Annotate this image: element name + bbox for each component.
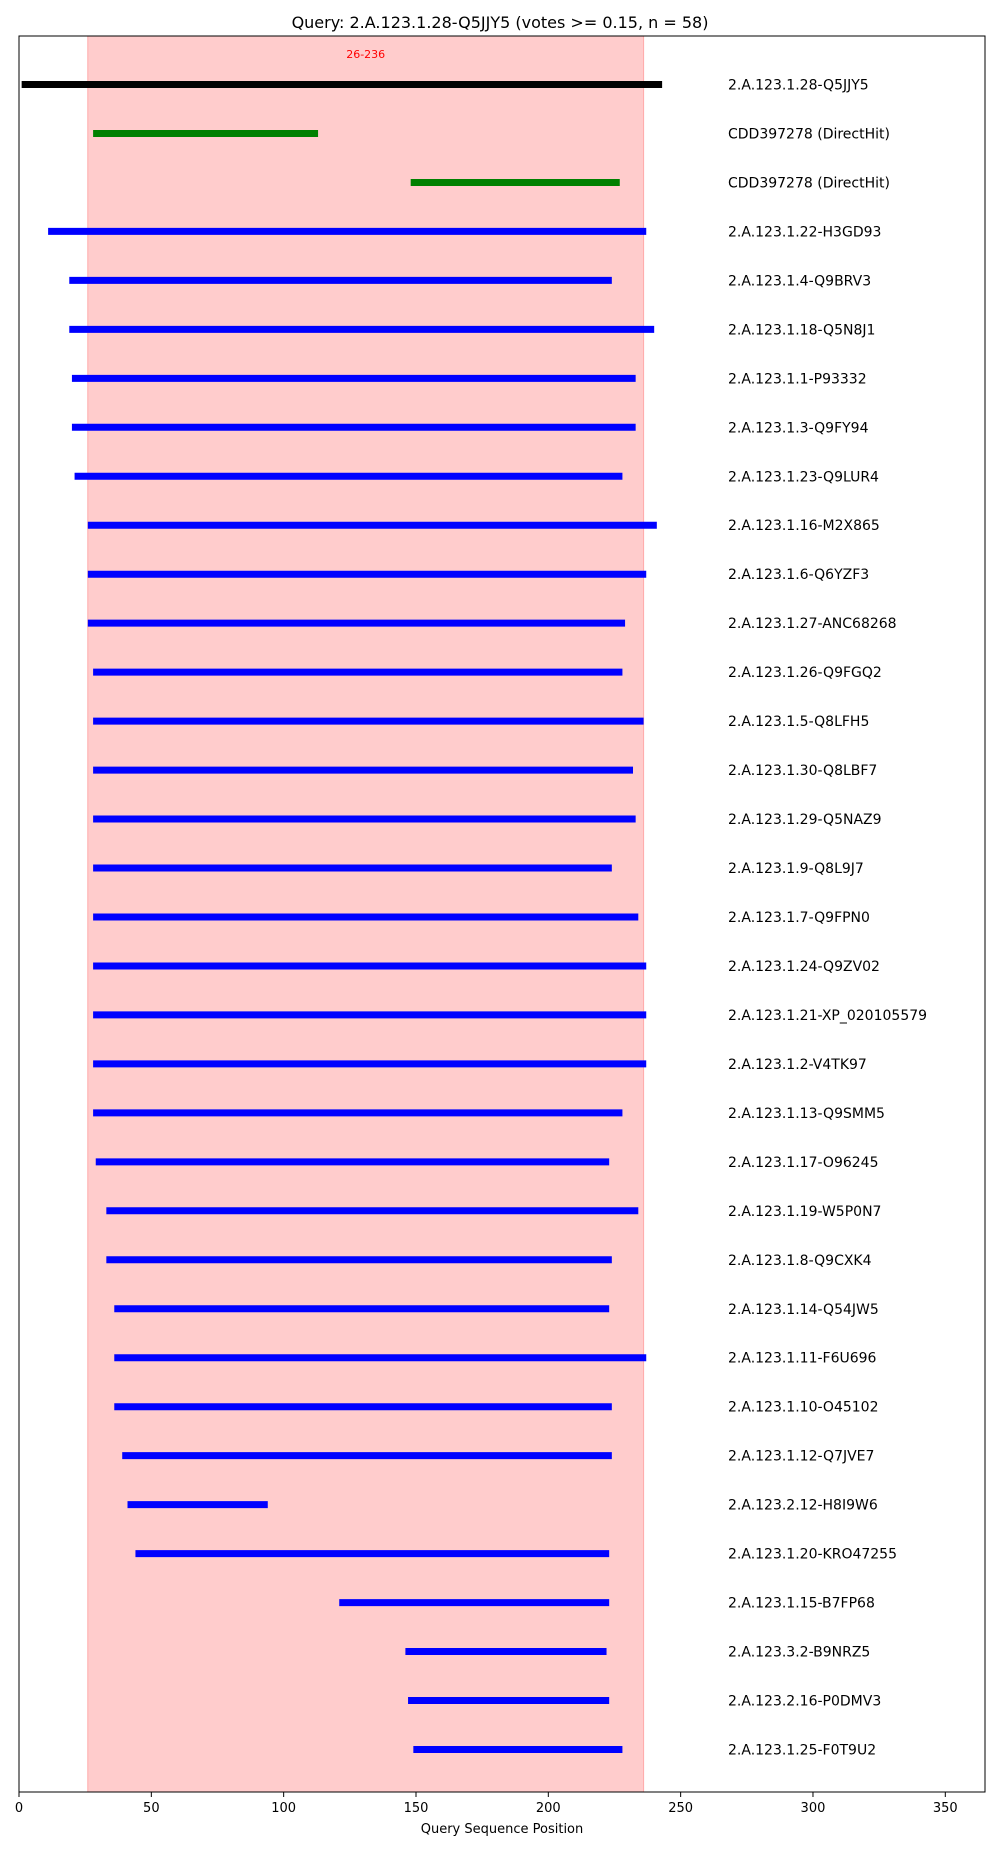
segment-label: 2.A.123.1.28-Q5JJY5 [728,78,869,94]
segment-label: 2.A.123.1.5-Q8LFH5 [728,714,869,730]
x-tick-label: 100 [271,1801,296,1816]
segment-label: 2.A.123.3.2-B9NRZ5 [728,1645,870,1661]
segment-label: 2.A.123.1.27-ANC68268 [728,616,897,632]
segment-label: 2.A.123.2.12-H8I9W6 [728,1498,878,1514]
segment-label: CDD397278 (DirectHit) [728,126,890,142]
region-label: 26-236 [346,48,385,61]
segment-label: 2.A.123.1.23-Q9LUR4 [728,469,879,485]
segment-label: 2.A.123.1.11-F6U696 [728,1351,877,1367]
chart-title: Query: 2.A.123.1.28-Q5JJY5 (votes >= 0.1… [292,13,709,32]
segment-label: 2.A.123.1.21-XP_020105579 [728,1008,927,1024]
x-tick-label: 50 [143,1801,160,1816]
segment-label: 2.A.123.2.16-P0DMV3 [728,1694,881,1710]
segment-label: 2.A.123.1.13-Q9SMM5 [728,1106,885,1122]
segment-label: 2.A.123.1.25-F0T9U2 [728,1742,876,1758]
segment-label: 2.A.123.1.17-O96245 [728,1155,878,1171]
segment-label-layer: 2.A.123.1.28-Q5JJY5 CDD397278 (DirectHit)… [728,78,927,1759]
segment-label: 2.A.123.1.3-Q9FY94 [728,420,869,436]
x-tick-label: 150 [404,1801,429,1816]
x-tick-label: 250 [668,1801,693,1816]
segment-label: 2.A.123.1.30-Q8LBF7 [728,763,877,779]
x-tick-label: 350 [933,1801,958,1816]
segment-label: 2.A.123.1.2-V4TK97 [728,1057,867,1073]
segment-label: 2.A.123.1.12-Q7JVE7 [728,1449,874,1465]
x-tick-label: 300 [801,1801,826,1816]
segment-label: 2.A.123.1.29-Q5NAZ9 [728,812,882,828]
segment-label: 2.A.123.1.1-P93332 [728,371,867,387]
segment-label: 2.A.123.1.4-Q9BRV3 [728,273,871,289]
segment-label: CDD397278 (DirectHit) [728,175,890,191]
x-tick-label: 0 [15,1801,23,1816]
segment-label: 2.A.123.1.20-KRO47255 [728,1547,897,1563]
segment-label: 2.A.123.1.24-Q9ZV02 [728,959,880,975]
segment-label: 2.A.123.1.26-Q9FGQ2 [728,665,882,681]
segment-label: 2.A.123.1.14-Q54JW5 [728,1302,879,1318]
x-axis-label: Query Sequence Position [421,1822,584,1837]
segment-label: 2.A.123.1.19-W5P0N7 [728,1204,881,1220]
x-axis-ticks: 0 50 100 150 200 250 300 350 [15,1792,958,1816]
segment-label: 2.A.123.1.15-B7FP68 [728,1596,875,1612]
segment-label: 2.A.123.1.18-Q5N8J1 [728,322,875,338]
segment-label: 2.A.123.1.9-Q8L9J7 [728,861,864,877]
segment-label: 2.A.123.1.8-Q9CXK4 [728,1253,872,1269]
segment-label: 2.A.123.1.22-H3GD93 [728,224,881,240]
segment-label: 2.A.123.1.7-Q9FPN0 [728,910,870,926]
segment-label: 2.A.123.1.6-Q6YZF3 [728,567,869,583]
x-tick-label: 200 [536,1801,561,1816]
segment-label: 2.A.123.1.16-M2X865 [728,518,880,534]
segment-label: 2.A.123.1.10-O45102 [728,1400,878,1416]
segment-layer [21,81,663,1753]
plot-frame [18,35,986,1793]
